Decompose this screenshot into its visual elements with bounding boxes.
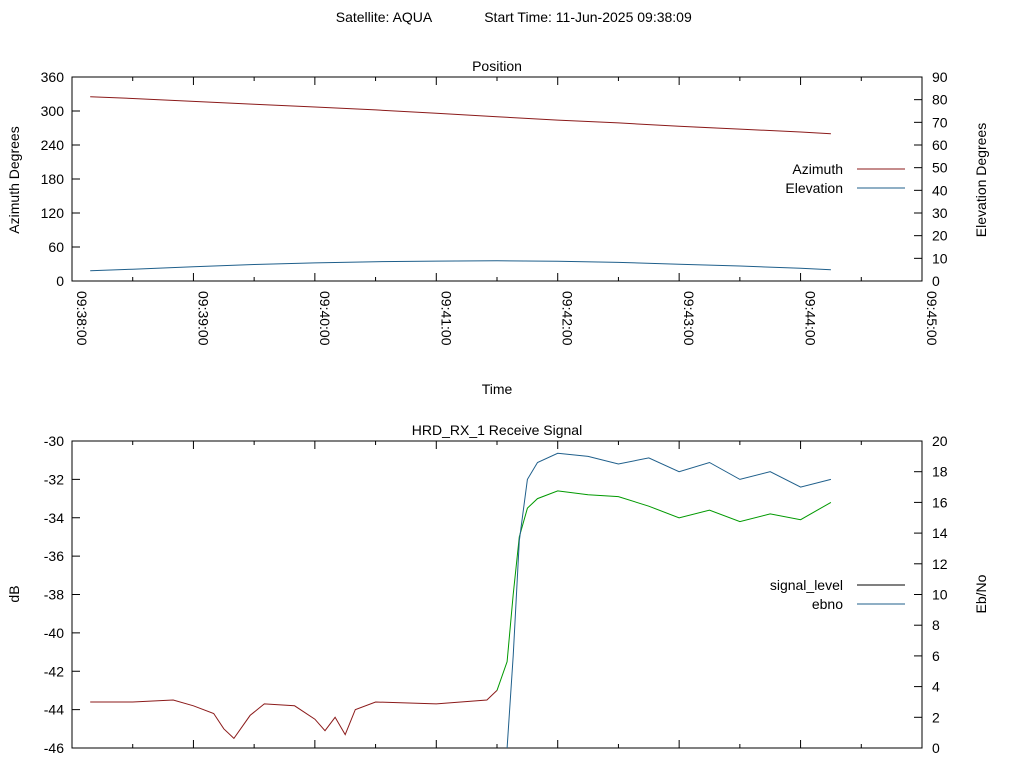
azimuth-series-line	[90, 96, 831, 135]
signal-y2-tick-label: 6	[932, 648, 940, 664]
position-x-axis-label: Time	[482, 381, 513, 397]
signal-y2-tick-label: 14	[932, 525, 948, 541]
position-y-axis-label: Azimuth Degrees	[6, 126, 22, 233]
satellite-label: Satellite: AQUA	[336, 9, 433, 25]
position-chart-title: Position	[472, 58, 522, 74]
position-x-tick-label: 09:41:00	[438, 291, 454, 346]
position-y2-tick-label: 50	[932, 160, 948, 176]
position-x-tick-label: 09:45:00	[924, 291, 940, 346]
position-x-tick-label: 09:40:00	[317, 291, 333, 346]
signal-y2-tick-label: 16	[932, 494, 948, 510]
position-y-tick-label: 360	[41, 69, 65, 85]
signal-y2-tick-label: 8	[932, 617, 940, 633]
position-y2-tick-label: 20	[932, 228, 948, 244]
position-y-tick-label: 240	[41, 137, 65, 153]
signal-plot: -46 -44 -42 -40 -38 -36 -34 -32 -30 0 2 4 6 8 10 12 14 16…	[44, 433, 948, 756]
signal-y2-tick-label: 10	[932, 587, 948, 603]
signal-y-tick-label: -36	[44, 548, 64, 564]
position-y2-tick-label: 10	[932, 250, 948, 266]
signal-y-tick-label: -44	[44, 702, 64, 718]
position-y2-tick-label: 60	[932, 137, 948, 153]
position-y2-axis-label: Elevation Degrees	[973, 123, 989, 237]
signal-chart-title: HRD_RX_1 Receive Signal	[412, 422, 582, 438]
position-x-tick-label: 09:42:00	[560, 291, 576, 346]
position-x-tick-label: 09:44:00	[803, 291, 819, 346]
legend-ebno-label: ebno	[812, 596, 843, 612]
signal-y2-axis-label: Eb/No	[973, 574, 989, 613]
position-y-tick-label: 0	[56, 273, 64, 289]
position-x-tick-label: 09:38:00	[74, 291, 90, 346]
position-y-tick-label: 60	[48, 239, 64, 255]
position-y2-tick-label: 40	[932, 182, 948, 198]
legend-elevation-label: Elevation	[785, 180, 843, 196]
signal-y-tick-label: -34	[44, 510, 64, 526]
signal-level-line-low	[90, 690, 498, 740]
signal-y2-tick-label: 12	[932, 556, 948, 572]
signal-y-tick-label: -46	[44, 740, 64, 756]
position-x-tick-label: 09:43:00	[681, 291, 697, 346]
position-y-tick-label: 180	[41, 171, 65, 187]
ebno-series-line	[506, 452, 832, 749]
signal-y-tick-label: -42	[44, 663, 64, 679]
signal-y2-tick-label: 18	[932, 464, 948, 480]
position-y2-tick-label: 30	[932, 205, 948, 221]
signal-y-tick-label: -30	[44, 433, 64, 449]
signal-y-tick-label: -32	[44, 471, 64, 487]
signal-y2-tick-label: 0	[932, 740, 940, 756]
legend-signal-level-label: signal_level	[770, 577, 843, 593]
signal-y2-tick-label: 20	[932, 433, 948, 449]
position-plot: 09:38:00 09:39:00 09:40:00 09:41:00 09:42:00…	[41, 69, 948, 346]
signal-y2-tick-label: 2	[932, 709, 940, 725]
elevation-series-line	[90, 260, 831, 272]
signal-y-axis-label: dB	[6, 585, 22, 602]
signal-y-tick-label: -40	[44, 625, 64, 641]
position-y2-tick-label: 0	[932, 273, 940, 289]
start-time-label: Start Time: 11-Jun-2025 09:38:09	[484, 9, 692, 25]
position-y2-tick-label: 70	[932, 114, 948, 130]
signal-level-line-high	[496, 490, 832, 691]
legend-azimuth-label: Azimuth	[792, 161, 843, 177]
position-y-tick-label: 300	[41, 103, 65, 119]
position-x-tick-label: 09:39:00	[195, 291, 211, 346]
signal-y-tick-label: -38	[44, 587, 64, 603]
position-y-tick-label: 120	[41, 205, 65, 221]
position-y2-tick-label: 80	[932, 92, 948, 108]
signal-y2-tick-label: 4	[932, 679, 940, 695]
position-y2-tick-label: 90	[932, 69, 948, 85]
